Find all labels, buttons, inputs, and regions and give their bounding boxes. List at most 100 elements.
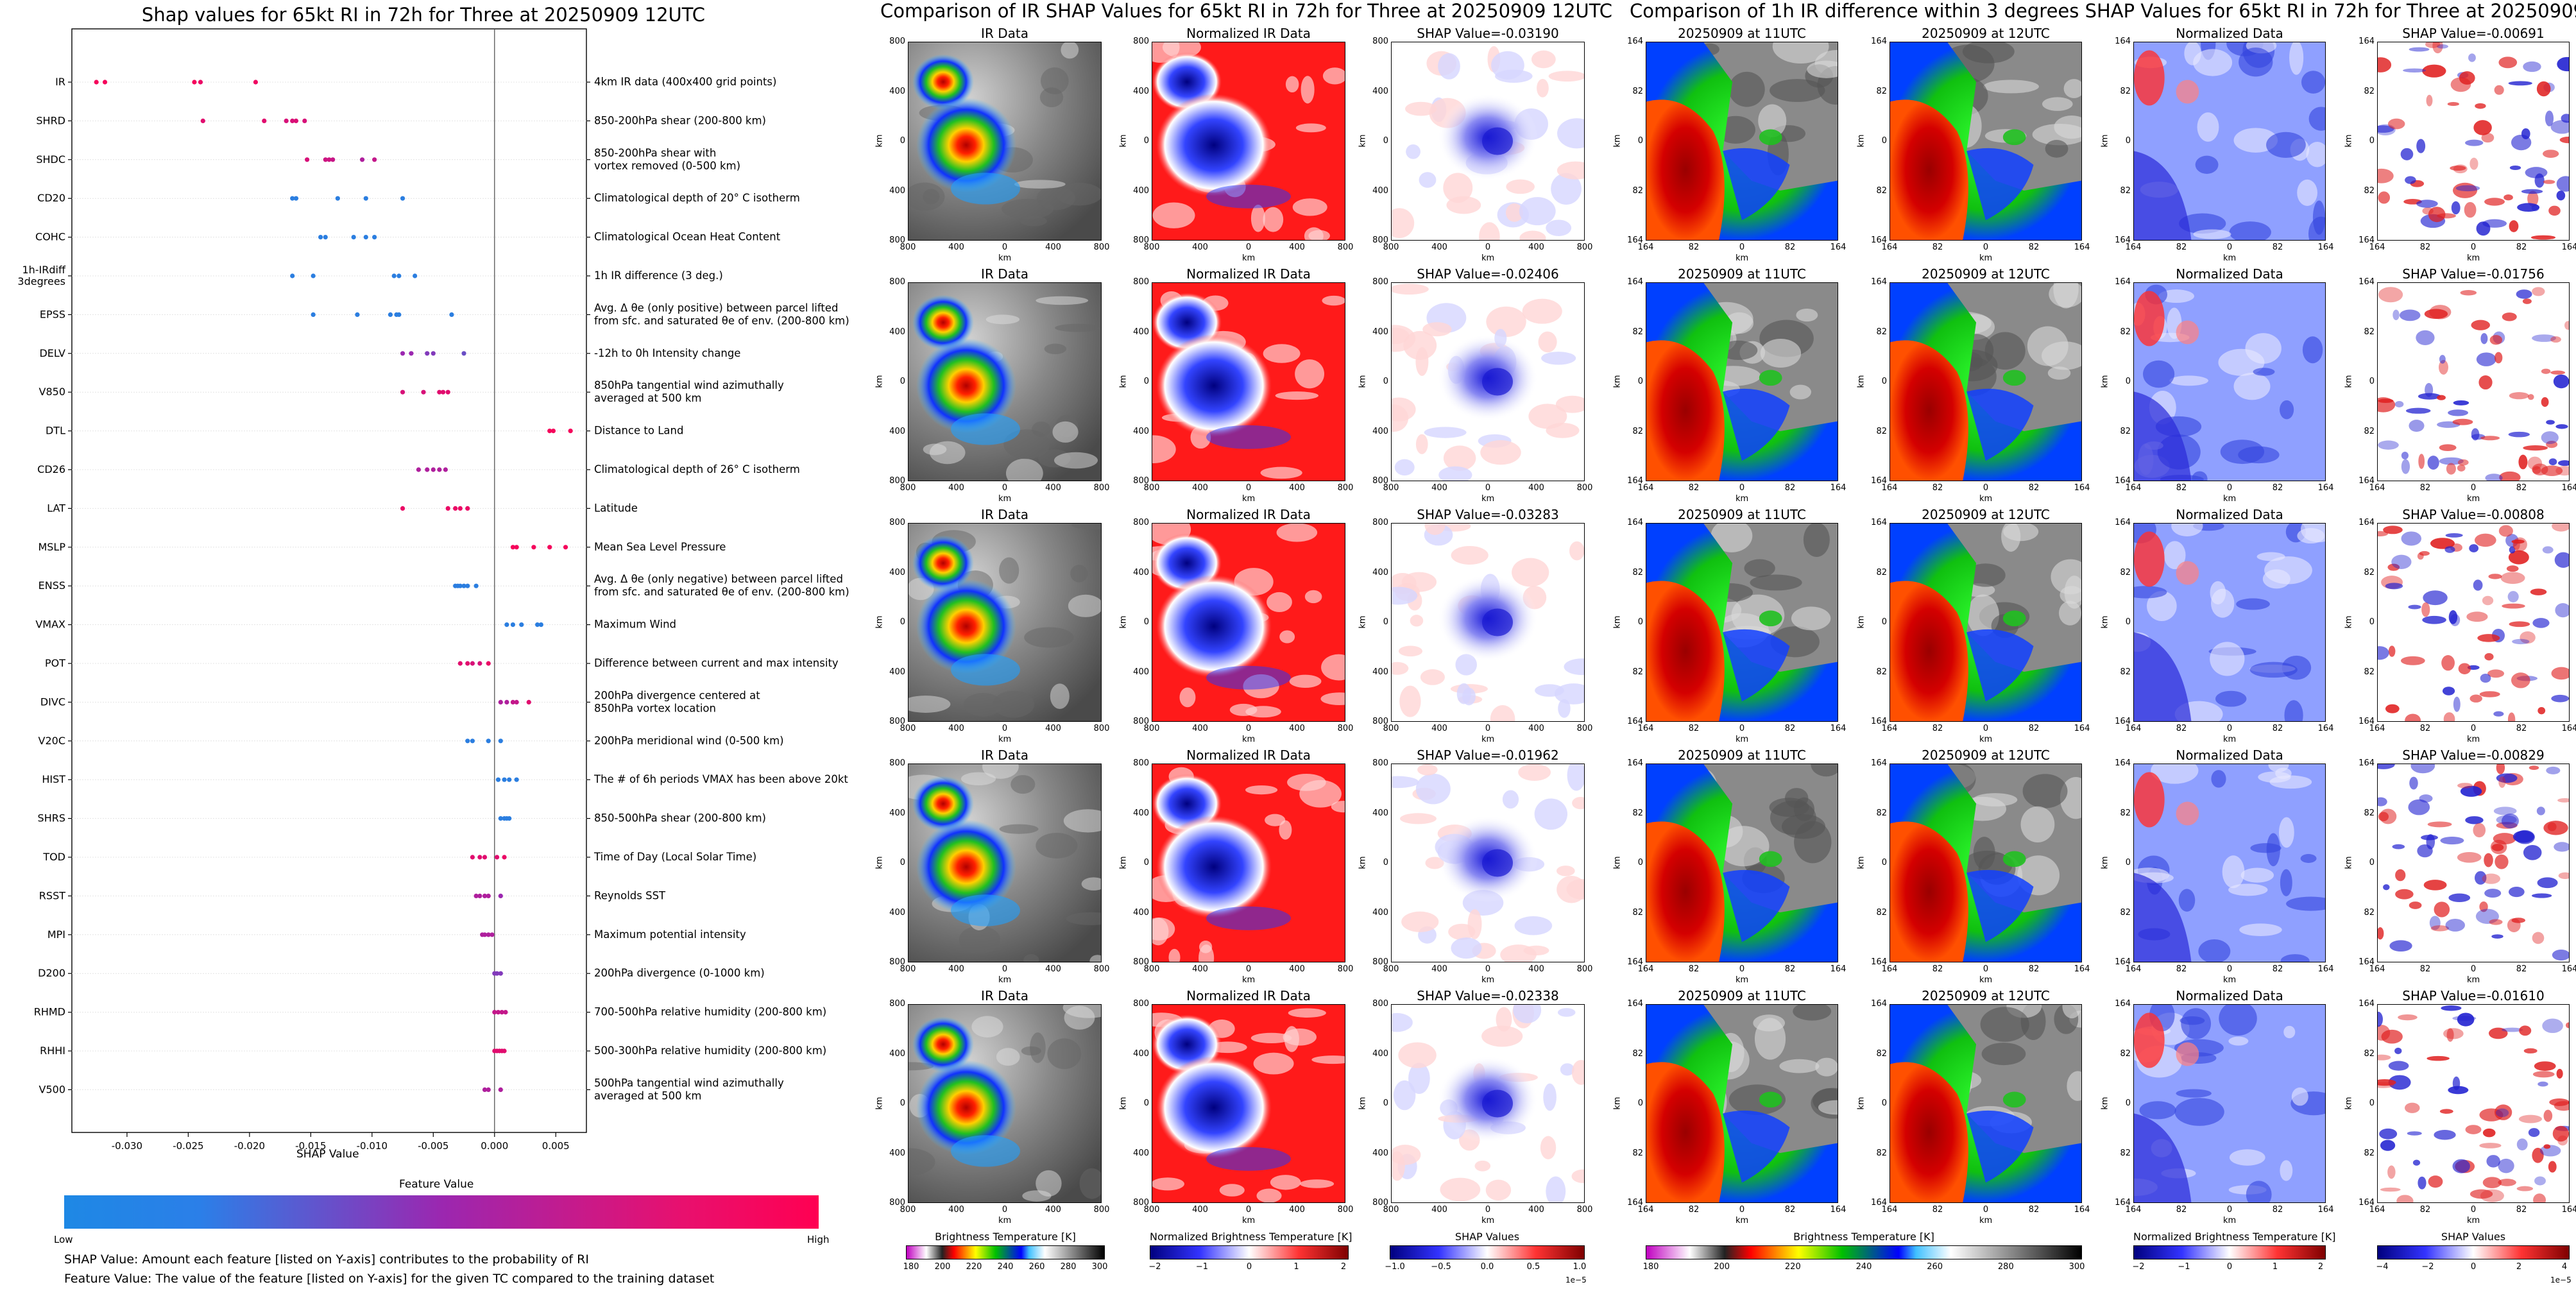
panel-x-tick: 400: [1192, 1205, 1208, 1215]
panel-y-tick: 0: [2369, 1098, 2375, 1108]
shap-point: [563, 545, 568, 550]
shap-point: [514, 699, 519, 704]
panel-y-tick: 0: [2369, 136, 2375, 146]
panel-x-tick: 164: [2074, 243, 2090, 252]
shap-point: [547, 429, 552, 434]
feature-description: 500hPa tangential wind azimuthally averag…: [594, 1077, 784, 1102]
shap-point: [102, 80, 108, 85]
panel-y-tick: 82: [1876, 185, 1887, 196]
shap-point: [400, 351, 405, 356]
panel-y-label: km: [874, 615, 885, 629]
panel-title: IR Data: [981, 26, 1028, 41]
panel-y-label: km: [1118, 375, 1129, 388]
panel-y-tick: 0: [900, 858, 905, 867]
image-panel-bt: [1889, 282, 2082, 481]
panel-title: Normalized IR Data: [1186, 26, 1311, 41]
panel-y-tick: 800: [1372, 999, 1388, 1009]
panel-x-tick: 800: [1383, 964, 1399, 974]
shap-point: [363, 235, 368, 240]
panel-x-label: km: [1736, 494, 1749, 504]
shap-point: [482, 1087, 488, 1092]
panel-y-tick: 0: [900, 1098, 905, 1108]
panel-y-tick: 0: [1143, 136, 1149, 146]
shap-point: [465, 506, 470, 511]
panel-y-label: km: [1612, 615, 1623, 629]
image-panel-ir: [908, 42, 1102, 241]
panel-x-tick: 82: [2419, 724, 2431, 733]
shap-point: [470, 738, 475, 744]
shap-point: [495, 855, 500, 860]
shap-point: [400, 196, 405, 201]
panel-x-tick: 400: [1289, 483, 1305, 493]
shap-x-axis-label: SHAP Value: [296, 1148, 359, 1161]
panel-y-tick: 0: [1383, 136, 1388, 146]
panel-x-tick: 82: [2516, 964, 2527, 974]
panel-x-tick: 82: [2176, 724, 2187, 733]
panel-x-tick: 82: [1784, 483, 1796, 493]
panel-x-tick: 82: [1688, 243, 1700, 252]
panel-y-tick: 0: [1881, 1098, 1887, 1108]
shap-point: [290, 196, 295, 201]
panel-y-tick: 0: [1383, 1098, 1388, 1108]
shap-point: [449, 312, 454, 317]
panel-y-tick: 800: [889, 1198, 905, 1208]
feature-description: The # of 6h periods VMAX has been above …: [593, 773, 848, 785]
panel-x-tick: 164: [1830, 724, 1847, 733]
colorbar: [1390, 1245, 1585, 1259]
x-tick-label: -0.030: [112, 1140, 142, 1152]
feature-description: 500-300hPa relative humidity (200-800 km…: [594, 1045, 826, 1057]
shap-point: [359, 157, 365, 162]
panel-x-tick: 164: [1830, 1205, 1847, 1215]
panel-x-label: km: [1736, 1216, 1749, 1225]
feature-description: Avg. Δ θe (only positive) between parcel…: [594, 302, 849, 327]
feature-value-title: Feature Value: [399, 1178, 474, 1191]
panel-y-tick: 800: [1372, 235, 1388, 245]
panel-x-label: km: [2467, 735, 2480, 744]
panel-x-tick: 800: [1093, 1205, 1110, 1215]
shap-point: [421, 389, 426, 395]
panel-y-tick: 82: [1876, 667, 1887, 677]
colorbar-tick: 2: [1340, 1262, 1347, 1272]
panel-y-tick: 0: [900, 377, 905, 386]
panel-x-tick: 0: [2226, 1205, 2233, 1215]
panel-x-tick: 164: [1881, 724, 1898, 733]
shap-point: [514, 777, 519, 782]
panel-y-label: km: [1856, 1097, 1866, 1110]
panel-y-label: km: [1118, 134, 1129, 148]
panel-x-tick: 82: [2028, 1205, 2040, 1215]
colorbar-tick: 260: [1028, 1262, 1045, 1272]
panel-x-label: km: [998, 253, 1012, 263]
panel-x-tick: 400: [1192, 243, 1208, 252]
panel-x-tick: 164: [1881, 1205, 1898, 1215]
panel-y-tick: 164: [2358, 476, 2375, 486]
shap-point: [465, 583, 470, 588]
shap-point: [457, 583, 463, 588]
panel-y-tick: 800: [889, 758, 905, 768]
panel-x-tick: 82: [2419, 483, 2431, 493]
panel-y-label: km: [874, 856, 885, 869]
shap-point: [323, 157, 328, 162]
panel-x-tick: 164: [2317, 724, 2334, 733]
panel-x-tick: 164: [2369, 243, 2385, 252]
shap-point: [486, 932, 491, 937]
panel-y-tick: 82: [1876, 567, 1887, 577]
panel-y-tick: 400: [1133, 86, 1149, 96]
shap-point: [504, 622, 509, 627]
panel-y-tick: 400: [1133, 907, 1149, 918]
panel-x-tick: 164: [1637, 1205, 1654, 1215]
panel-x-label: km: [2223, 735, 2237, 744]
panel-y-tick: 400: [1372, 1048, 1388, 1059]
panel-y-tick: 164: [1871, 717, 1887, 726]
feature-name-CD20: CD20: [37, 192, 65, 204]
panel-x-tick: 164: [2125, 964, 2142, 974]
panel-y-tick: 82: [2364, 567, 2375, 577]
panel-title: IR Data: [981, 988, 1028, 1003]
panel-y-tick: 400: [1372, 808, 1388, 818]
panel-y-tick: 164: [1627, 235, 1643, 245]
panel-y-tick: 82: [2364, 1048, 2375, 1059]
panel-x-tick: 0: [1002, 724, 1008, 733]
image-panel-ndiff: [2133, 42, 2326, 241]
panel-y-tick: 164: [1871, 277, 1887, 287]
panel-x-tick: 0: [1983, 724, 1989, 733]
shap-point: [495, 777, 501, 782]
